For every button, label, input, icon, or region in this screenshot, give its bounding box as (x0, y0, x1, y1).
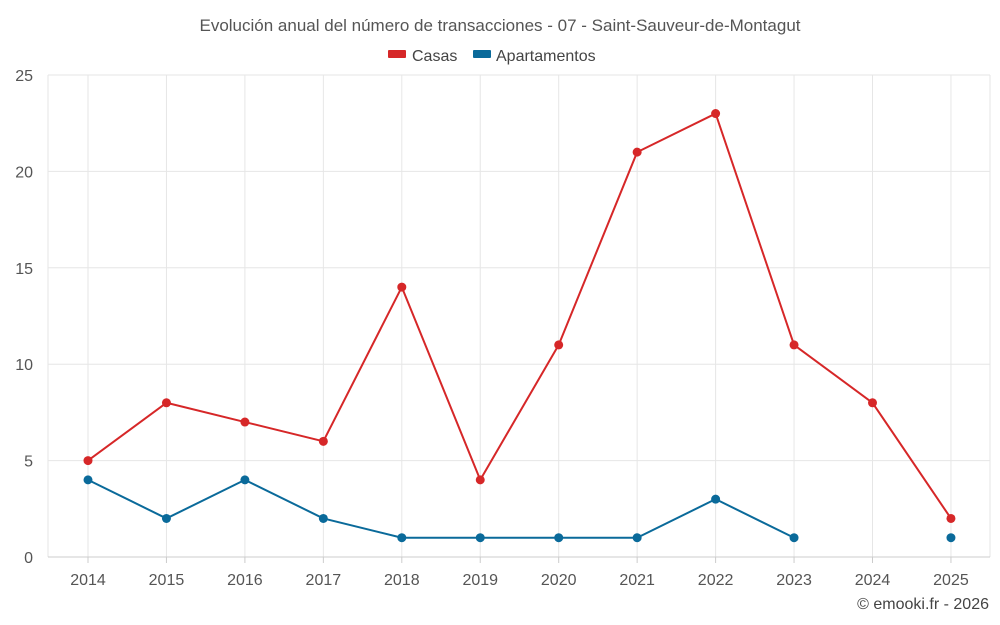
legend-label-apartamentos: Apartamentos (496, 48, 596, 65)
x-tick-label: 2025 (933, 572, 969, 589)
series-line-apartamentos (88, 480, 951, 538)
x-tick-label: 2018 (384, 572, 420, 589)
data-point-casas[interactable] (161, 398, 171, 408)
x-tick-label: 2022 (698, 572, 734, 589)
series (83, 109, 956, 543)
y-tick-label: 25 (15, 68, 33, 85)
y-tick-label: 10 (15, 357, 33, 374)
data-point-casas[interactable] (475, 475, 485, 485)
x-tick-label: 2015 (149, 572, 185, 589)
legend: Casas Apartamentos (388, 48, 596, 65)
data-point-apartamentos[interactable] (161, 513, 171, 523)
data-point-apartamentos[interactable] (946, 533, 956, 543)
data-point-apartamentos[interactable] (397, 533, 407, 543)
y-tick-label: 0 (24, 550, 33, 567)
data-point-casas[interactable] (397, 282, 407, 292)
data-point-casas[interactable] (711, 109, 721, 119)
data-point-apartamentos[interactable] (554, 533, 564, 543)
data-point-casas[interactable] (318, 436, 328, 446)
data-point-casas[interactable] (240, 417, 250, 427)
y-tick-label: 20 (15, 164, 33, 181)
legend-swatch-apartamentos (473, 50, 491, 58)
grid (47, 74, 991, 558)
data-point-casas[interactable] (789, 340, 799, 350)
chart-title: Evolución anual del número de transaccio… (199, 16, 800, 35)
data-point-apartamentos[interactable] (475, 533, 485, 543)
y-tick-label: 15 (15, 261, 33, 278)
data-point-apartamentos[interactable] (83, 475, 93, 485)
x-tick-label: 2021 (619, 572, 655, 589)
credit-text: © emooki.fr - 2026 (857, 596, 989, 613)
x-tick-label: 2017 (306, 572, 342, 589)
legend-label-casas: Casas (412, 48, 457, 65)
x-tick-label: 2020 (541, 572, 577, 589)
y-tick-label: 5 (24, 454, 33, 471)
x-tick-label: 2014 (70, 572, 106, 589)
data-point-apartamentos[interactable] (318, 513, 328, 523)
data-point-casas[interactable] (868, 398, 877, 408)
data-point-apartamentos[interactable] (240, 475, 250, 485)
data-point-apartamentos[interactable] (632, 533, 642, 543)
data-point-casas[interactable] (632, 147, 642, 157)
data-point-casas[interactable] (946, 513, 956, 523)
series-line-casas (87, 112, 952, 520)
x-tick-label: 2024 (855, 572, 891, 589)
x-tick-label: 2019 (462, 572, 498, 589)
legend-swatch-casas (388, 50, 406, 58)
data-point-apartamentos[interactable] (789, 533, 799, 543)
x-tick-label: 2023 (776, 572, 812, 589)
x-tick-label: 2016 (227, 572, 263, 589)
data-point-casas[interactable] (554, 340, 564, 350)
data-point-apartamentos[interactable] (711, 494, 721, 504)
data-point-casas[interactable] (83, 456, 93, 466)
